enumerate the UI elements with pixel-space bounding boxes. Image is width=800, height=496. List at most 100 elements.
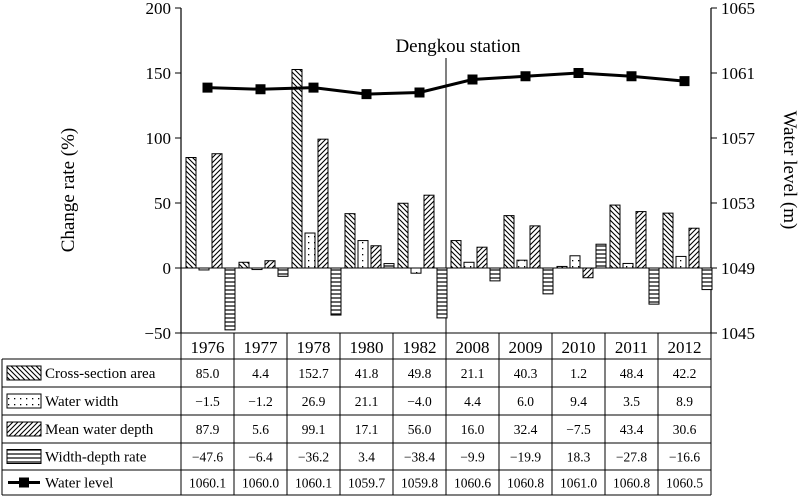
right-tick-label: 1045 [721,324,755,343]
cell-mean-water-depth-1978: 99.1 [302,422,326,437]
row-label-water-level: Water level [45,476,113,492]
cell-mean-water-depth-2011: 43.4 [620,422,644,437]
cell-cross-section-area-2009: 40.3 [514,366,538,381]
cell-water-level-2011: 1060.8 [613,476,650,491]
cell-cross-section-area-2010: 1.2 [570,366,587,381]
bar-mean-water-depth-2010 [582,267,594,279]
bar-cross-section-area-2008 [450,240,462,269]
left-axis-ticks: 200 150 100 50 0 −50 [144,0,181,343]
bar-water-width-2012 [675,255,687,269]
cell-cross-section-area-1980: 41.8 [355,366,379,381]
cell-cross-section-area-2008: 21.1 [461,366,485,381]
right-tick-label: 1049 [721,259,755,278]
bar-mean-water-depth-2011 [635,211,647,269]
cell-water-width-1980: 21.1 [355,394,379,409]
legend-marker-water-level [19,477,29,488]
left-tick-label: 150 [146,64,172,83]
bar-water-width-1978 [304,232,316,269]
cell-mean-water-depth-2009: 32.4 [514,422,538,437]
category-label: 2012 [668,338,702,357]
cell-cross-section-area-1982: 49.8 [408,366,432,381]
category-label: 2010 [562,338,596,357]
water-level-marker-2009 [520,71,531,82]
bar-mean-water-depth-2009 [529,225,541,269]
bar-cross-section-area-1978 [291,68,303,269]
cell-mean-water-depth-1976: 87.9 [196,422,220,437]
cell-width-depth-rate-1977: −6.4 [248,450,273,465]
cell-cross-section-area-1977: 4.4 [252,366,269,381]
left-axis-title: Change rate (%) [58,128,79,253]
bar-water-width-2008 [463,261,475,269]
bar-cross-section-area-2012 [662,212,674,269]
bar-width-depth-rate-1978 [330,267,342,316]
water-level-line [207,71,685,96]
water-level-series [202,68,690,100]
category-label: 2008 [456,338,490,357]
bar-width-depth-rate-2008 [489,267,501,282]
cell-mean-water-depth-1977: 5.6 [252,422,269,437]
left-tick-label: 100 [146,129,172,148]
station-annotation: Dengkou station [395,36,521,57]
bar-cross-section-area-1982 [397,202,409,269]
legend-swatch-width-depth-rate [6,449,42,464]
bar-cross-section-area-1977 [238,261,250,269]
cell-width-depth-rate-2011: −27.8 [616,450,647,465]
right-axis-title: Water level (m) [779,111,800,230]
bar-width-depth-rate-2011 [648,267,660,305]
bar-water-width-1980 [357,240,369,269]
left-tick-label: 200 [146,0,172,18]
bar-mean-water-depth-2012 [688,227,700,269]
water-level-marker-1982 [414,87,425,98]
bar-mean-water-depth-2008 [476,246,488,269]
legend-swatch-mean-water-depth [6,421,42,437]
cell-water-level-1977: 1060.0 [242,476,279,491]
bar-cross-section-area-1976 [185,157,197,269]
cell-water-level-2012: 1060.5 [666,476,703,491]
cell-mean-water-depth-1982: 56.0 [408,422,432,437]
cell-water-width-2012: 8.9 [676,394,693,409]
cell-width-depth-rate-1976: −47.6 [192,450,223,465]
water-level-marker-1980 [361,89,372,100]
cell-water-width-2011: 3.5 [623,394,640,409]
cell-width-depth-rate-2009: −19.9 [510,450,541,465]
category-label: 1980 [350,338,384,357]
data-table: 1976 1977 1978 1980 1982 2008 2009 2010 2011 2012… [1,332,712,496]
bar-width-depth-rate-1980 [383,263,395,269]
row-label-cross-section-area: Cross-section area [45,366,156,382]
bar-width-depth-rate-1982 [436,267,448,319]
cell-cross-section-area-1976: 85.0 [196,366,220,381]
cell-water-level-2010: 1061.0 [560,476,597,491]
cell-water-width-2009: 6.0 [517,394,534,409]
row-label-mean-water-depth: Mean water depth [45,422,154,438]
category-label: 1982 [403,338,437,357]
right-tick-label: 1065 [721,0,755,18]
bar-width-depth-rate-2010 [595,243,607,269]
bar-width-depth-rate-2012 [701,267,713,291]
cell-water-width-1976: −1.5 [195,394,220,409]
right-tick-label: 1061 [721,64,755,83]
bar-cross-section-area-2011 [609,204,621,269]
water-level-marker-2008 [467,74,478,85]
cell-width-depth-rate-2008: −9.9 [460,450,485,465]
cell-water-level-1982: 1059.8 [401,476,438,491]
bar-mean-water-depth-1977 [264,260,276,269]
right-tick-label: 1053 [721,194,755,213]
cell-water-level-2009: 1060.8 [507,476,544,491]
bar-mean-water-depth-1978 [317,138,329,269]
cell-water-level-1976: 1060.1 [189,476,226,491]
bar-water-width-1977 [251,267,263,271]
cell-width-depth-rate-1980: 3.4 [358,450,375,465]
cell-mean-water-depth-2012: 30.6 [673,422,697,437]
cell-cross-section-area-2011: 48.4 [620,366,644,381]
right-tick-label: 1057 [721,129,756,148]
cell-width-depth-rate-1982: −38.4 [404,450,435,465]
cell-water-width-1982: −4.0 [407,394,432,409]
bar-mean-water-depth-1980 [370,245,382,269]
right-axis-ticks: 1065 1061 1057 1053 1049 1045 [711,0,756,343]
cell-cross-section-area-2012: 42.2 [673,366,697,381]
cell-water-width-1978: 26.9 [302,394,326,409]
cell-mean-water-depth-2008: 16.0 [461,422,485,437]
water-level-marker-1978 [308,82,319,93]
bar-water-width-2010 [569,255,581,269]
